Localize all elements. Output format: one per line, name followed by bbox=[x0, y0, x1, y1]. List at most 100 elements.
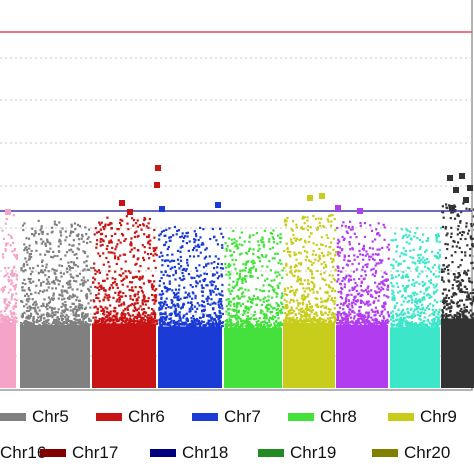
series-4-point bbox=[189, 325, 192, 328]
series-9-point bbox=[467, 269, 470, 272]
series-8-point bbox=[432, 317, 435, 321]
series-2-point bbox=[39, 289, 42, 293]
series-6-point bbox=[293, 292, 296, 295]
series-3-point bbox=[113, 280, 116, 284]
series-8-point bbox=[428, 308, 431, 311]
series-5-point bbox=[259, 289, 262, 292]
series-9-point bbox=[442, 270, 445, 273]
series-5-point bbox=[238, 302, 241, 305]
series-8-point bbox=[399, 262, 402, 265]
series-9-point bbox=[455, 280, 458, 283]
series-3-point bbox=[117, 304, 121, 307]
series-8-point bbox=[421, 296, 424, 300]
series-7-point bbox=[354, 281, 357, 285]
series-4-point bbox=[221, 321, 224, 324]
series-5-point bbox=[243, 295, 246, 298]
series-9-point bbox=[453, 314, 456, 317]
series-3-point bbox=[138, 313, 141, 316]
series-2-point bbox=[23, 322, 26, 325]
series-3-point bbox=[155, 246, 158, 249]
series-9-point bbox=[454, 276, 457, 279]
series-8-point bbox=[436, 251, 439, 254]
series-5-point bbox=[229, 264, 232, 267]
series-2-point bbox=[53, 320, 56, 323]
series-6-point bbox=[328, 311, 331, 314]
series-5-point bbox=[271, 236, 274, 239]
series-4-point bbox=[220, 273, 223, 276]
series-7-point bbox=[364, 303, 367, 306]
series-5-point bbox=[265, 254, 268, 257]
series-2-point bbox=[40, 227, 43, 230]
series-3-point bbox=[147, 226, 150, 229]
series-2-point bbox=[41, 290, 45, 293]
series-3-point bbox=[98, 285, 101, 288]
series-5-point bbox=[249, 274, 252, 277]
series-6-point bbox=[303, 216, 306, 219]
series-2-point bbox=[53, 254, 56, 258]
series-8-point bbox=[401, 321, 404, 325]
series-7-point bbox=[382, 288, 385, 291]
series-7-point bbox=[347, 280, 350, 283]
series-5-point bbox=[253, 318, 256, 321]
series-2-point bbox=[54, 318, 57, 321]
series-7-point bbox=[342, 221, 345, 224]
series-9-point bbox=[458, 274, 461, 277]
series-5-point bbox=[228, 262, 231, 266]
series-2-point bbox=[72, 239, 75, 242]
series-9-point bbox=[452, 317, 455, 320]
series-2-point bbox=[23, 222, 26, 225]
series-8-point bbox=[413, 235, 416, 238]
series-5-point bbox=[248, 234, 252, 237]
series-6-point bbox=[300, 310, 303, 313]
series-3-point bbox=[121, 232, 124, 236]
series-6-point bbox=[295, 253, 298, 256]
series-4-point bbox=[172, 274, 175, 277]
series-4-point bbox=[213, 235, 216, 238]
series-4-point bbox=[217, 262, 220, 265]
series-4-point bbox=[210, 283, 213, 286]
series-5-point bbox=[235, 240, 238, 243]
series-7-point bbox=[359, 322, 362, 325]
series-3-point bbox=[114, 315, 117, 319]
series-2-point bbox=[26, 263, 29, 266]
series-2-point bbox=[69, 273, 72, 276]
series-2-point bbox=[83, 315, 86, 318]
series-6-point bbox=[285, 220, 288, 223]
series-7-point bbox=[363, 235, 367, 238]
series-2-point bbox=[83, 251, 87, 255]
series-5-point bbox=[237, 326, 240, 329]
series-4-point bbox=[213, 261, 216, 264]
series-7-point bbox=[347, 254, 350, 257]
series-5-point bbox=[269, 247, 272, 251]
series-8-point bbox=[425, 249, 428, 252]
series-4-point bbox=[172, 325, 175, 328]
series-3-point bbox=[136, 302, 139, 305]
series-2-point bbox=[45, 289, 49, 292]
series-3-point bbox=[133, 247, 136, 250]
series-8-point bbox=[430, 295, 433, 298]
series-2-point bbox=[45, 250, 48, 253]
series-5-point bbox=[253, 261, 256, 264]
series-5-point bbox=[264, 305, 268, 308]
series-4-point bbox=[174, 312, 177, 315]
series-7-point bbox=[361, 294, 364, 297]
series-4-point bbox=[174, 307, 177, 310]
series-6-point bbox=[319, 224, 322, 227]
series-4-point bbox=[216, 322, 219, 325]
series-2-point bbox=[71, 266, 74, 269]
series-6-point bbox=[298, 312, 301, 315]
series-3-point bbox=[114, 318, 117, 321]
series-5-point bbox=[229, 304, 232, 307]
series-9-point bbox=[445, 308, 448, 311]
series-6-point bbox=[307, 287, 310, 290]
series-2-point bbox=[81, 311, 84, 314]
series-8-point bbox=[419, 312, 422, 315]
series-3-point bbox=[101, 317, 104, 320]
series-5-point bbox=[277, 317, 280, 320]
series-2-point bbox=[66, 317, 69, 320]
series-4-point bbox=[169, 314, 173, 317]
series-2-point bbox=[43, 320, 46, 324]
series-4-point bbox=[195, 285, 198, 288]
series-4-point bbox=[185, 242, 188, 245]
series-7-point bbox=[336, 313, 339, 317]
